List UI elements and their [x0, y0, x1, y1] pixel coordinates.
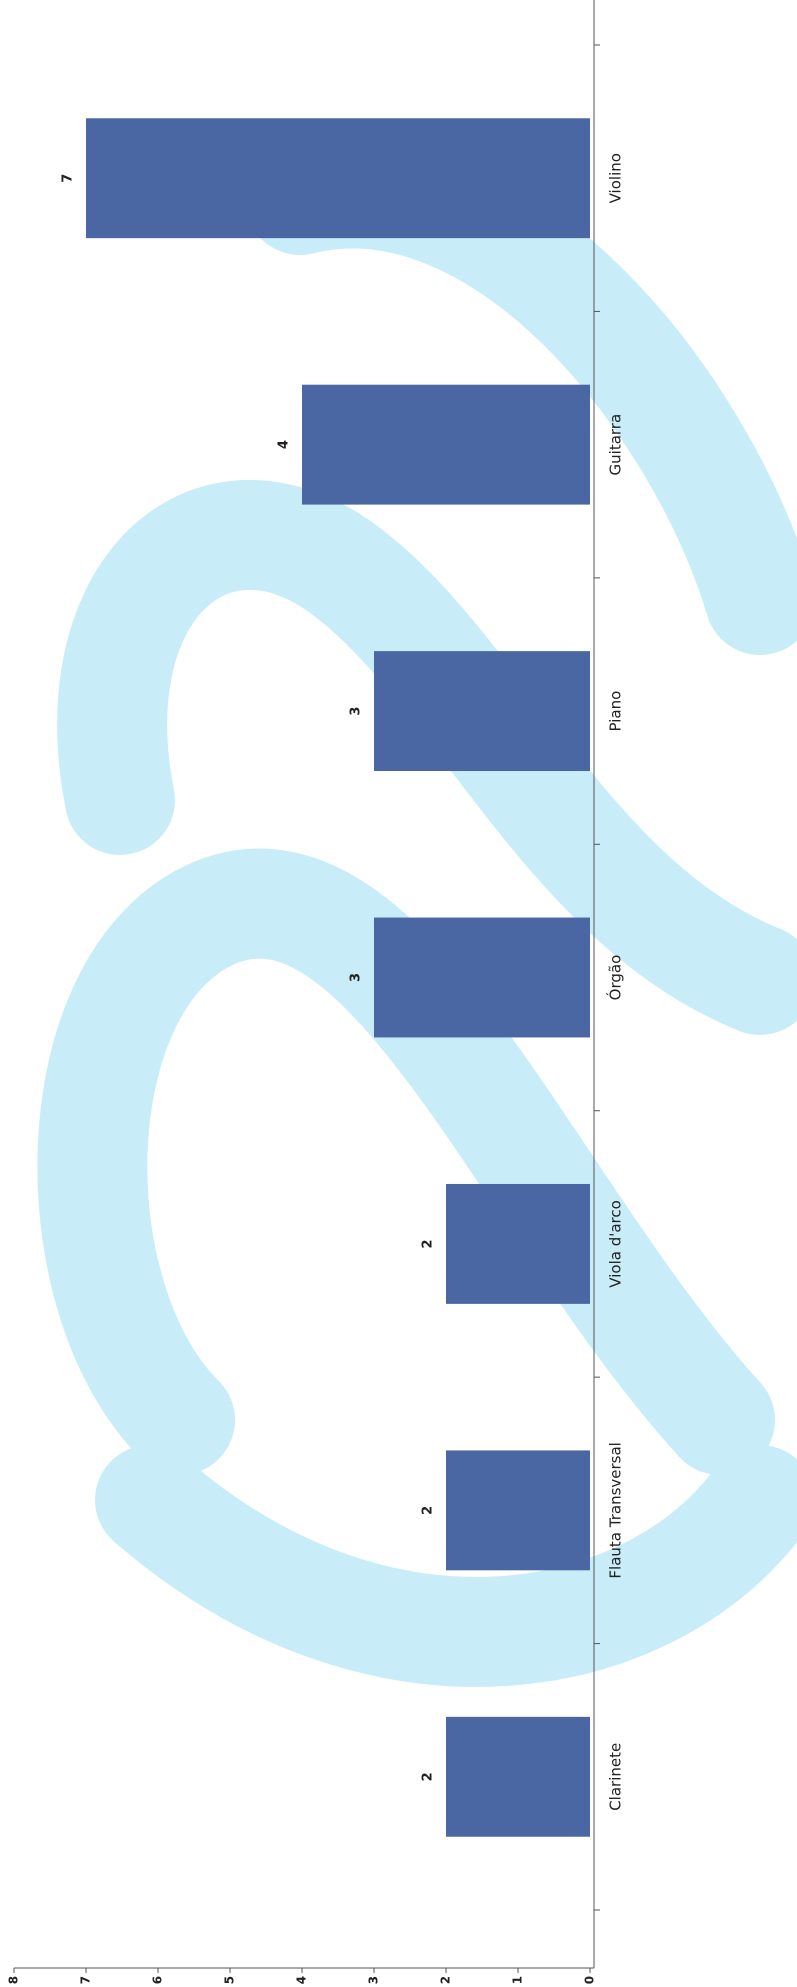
value-label: 2 — [421, 1772, 436, 1781]
x-tick-label: Piano — [607, 691, 625, 732]
bar — [446, 1716, 590, 1837]
value-label: 3 — [349, 707, 364, 716]
value-label: 3 — [349, 973, 364, 982]
bar — [302, 384, 590, 505]
y-tick-label: 1 — [511, 1976, 525, 1984]
y-tick-label: 4 — [295, 1976, 309, 1984]
y-tick-label: 7 — [79, 1976, 93, 1984]
x-tick-label: Órgão — [606, 955, 625, 1001]
y-tick-label: 0 — [583, 1976, 597, 1984]
y-tick-label: 6 — [151, 1976, 165, 1984]
x-tick-label: Violino — [607, 153, 625, 203]
y-tick-label: 2 — [439, 1976, 453, 1984]
x-tick-label: Viola d'arco — [607, 1200, 625, 1288]
y-tick-label: 3 — [367, 1976, 381, 1984]
value-label: 2 — [421, 1239, 436, 1248]
bar — [374, 651, 590, 772]
bar — [446, 1450, 590, 1571]
bar — [446, 1183, 590, 1304]
y-tick-label: 8 — [7, 1976, 21, 1984]
x-tick-label: Clarinete — [607, 1743, 625, 1811]
value-label: 4 — [277, 440, 292, 449]
x-tick-label: Guitarra — [607, 414, 625, 476]
bar — [374, 917, 590, 1038]
value-label: 7 — [61, 174, 76, 183]
bar — [86, 118, 590, 239]
y-tick-label: 5 — [223, 1976, 237, 1984]
value-label: 2 — [421, 1506, 436, 1515]
x-tick-label: Flauta Transversal — [607, 1442, 625, 1578]
